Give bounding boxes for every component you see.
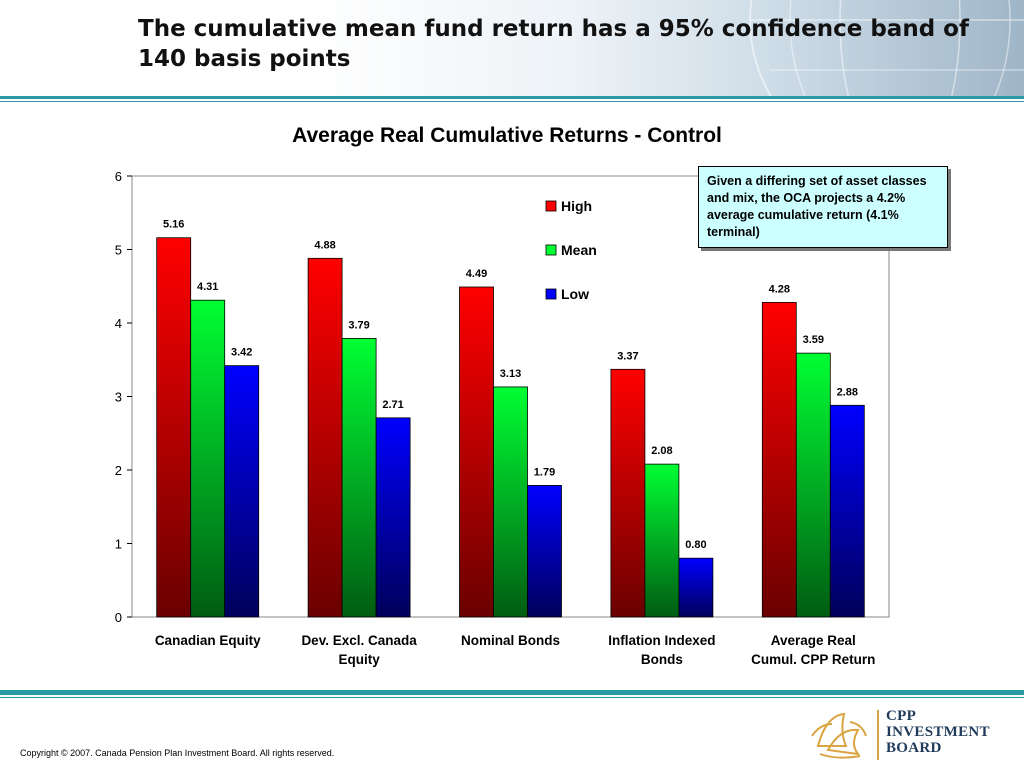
copyright-text: Copyright © 2007. Canada Pension Plan In… <box>20 748 335 758</box>
page-title: The cumulative mean fund return has a 95… <box>138 16 969 72</box>
low-bar <box>678 557 714 618</box>
logo-wordmark: CPP INVESTMENT BOARD <box>886 708 990 756</box>
data-label: 3.42 <box>231 347 252 359</box>
callout-note: Given a differing set of asset classes a… <box>698 166 948 248</box>
y-tick-label: 4 <box>115 316 122 331</box>
globe-graphic <box>749 0 1024 96</box>
data-label: 1.79 <box>534 466 555 478</box>
x-tick-label: Nominal Bonds <box>461 633 560 648</box>
data-label: 3.79 <box>348 319 369 331</box>
y-tick-label: 2 <box>115 463 122 478</box>
low-bar <box>527 485 562 618</box>
bar-chart: 0 1 2 3 4 5 6 5.16 4.31 3.42 4.88 3.79 2.71 4.49 3.13… <box>115 169 890 667</box>
x-tick-label: Bonds <box>641 652 683 667</box>
data-label: 4.28 <box>769 283 790 295</box>
high-bar <box>156 237 192 618</box>
data-label: 0.80 <box>685 539 706 551</box>
data-label: 4.88 <box>314 239 335 251</box>
high-bar <box>459 286 494 618</box>
header-banner: The cumulative mean fund return has a 95… <box>0 0 1024 96</box>
cpp-logo-icon <box>811 710 879 760</box>
mean-bar <box>644 463 680 618</box>
header-rule-thin <box>0 101 1024 102</box>
data-label: 2.08 <box>651 445 672 457</box>
data-label: 4.31 <box>197 281 218 293</box>
x-tick-label: Cumul. CPP Return <box>751 652 875 667</box>
y-axis: 0 1 2 3 4 5 6 <box>115 169 132 625</box>
mean-bar <box>341 338 377 618</box>
y-tick-label: 5 <box>115 243 122 258</box>
mean-bar <box>795 352 831 618</box>
data-label: 3.37 <box>617 350 638 362</box>
low-bar <box>829 404 865 618</box>
chart-title: Average Real Cumulative Returns - Contro… <box>292 124 722 147</box>
data-label: 3.13 <box>500 368 521 380</box>
footer-rule <box>0 690 1024 695</box>
x-tick-label: Equity <box>338 652 380 667</box>
y-tick-label: 6 <box>115 169 122 184</box>
y-tick-label: 3 <box>115 390 122 405</box>
data-label: 2.88 <box>837 386 858 398</box>
x-tick-label: Inflation Indexed <box>608 633 715 648</box>
legend-label: High <box>561 198 592 214</box>
legend-label: Mean <box>561 242 597 258</box>
logo-line: INVESTMENT <box>886 724 990 740</box>
mean-bar <box>493 386 528 618</box>
y-tick-label: 1 <box>115 537 122 552</box>
high-bar <box>307 257 343 618</box>
footer-rule-thin <box>0 697 1024 698</box>
low-bar <box>375 417 411 618</box>
x-tick-label: Average Real <box>771 633 856 648</box>
x-tick-label: Dev. Excl. Canada <box>301 633 417 648</box>
y-tick-label: 0 <box>115 610 122 625</box>
legend-swatch <box>545 200 557 212</box>
data-label: 5.16 <box>163 219 184 231</box>
logo-line: CPP <box>886 708 917 724</box>
legend-label: Low <box>561 286 589 302</box>
header-rule <box>0 96 1024 99</box>
data-label: 2.71 <box>382 399 403 411</box>
x-axis-labels: Canadian Equity Dev. Excl. Canada Equity No… <box>155 633 876 667</box>
mean-bar <box>190 299 226 618</box>
high-bar <box>610 368 646 618</box>
legend-swatch <box>545 288 557 300</box>
legend-swatch <box>545 244 557 256</box>
data-label: 4.49 <box>466 268 487 280</box>
x-tick-label: Canadian Equity <box>155 633 261 648</box>
low-bar <box>224 365 260 618</box>
logo-line: BOARD <box>886 740 942 756</box>
high-bar <box>761 302 797 618</box>
data-label: 3.59 <box>803 334 824 346</box>
legend: High Mean Low <box>545 198 597 302</box>
bars: 5.16 4.31 3.42 4.88 3.79 2.71 4.49 3.13 1.79 3.37… <box>156 219 865 618</box>
